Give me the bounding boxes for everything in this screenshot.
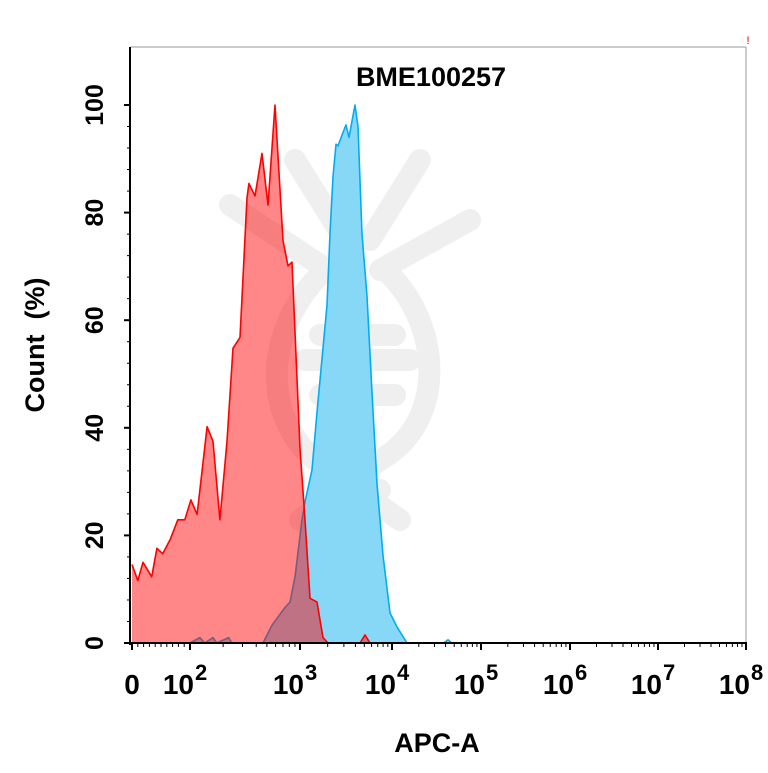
x-tick-label: 10: [454, 669, 485, 700]
x-tick-label: 10: [163, 669, 194, 700]
x-tick-base: 10: [454, 669, 485, 700]
x-tick-base: 10: [163, 669, 194, 700]
x-tick-exponent: 7: [663, 660, 675, 685]
x-tick-base: 0: [124, 669, 140, 700]
x-tick-exponent: 2: [195, 660, 207, 685]
y-tick-label: 80: [81, 199, 109, 227]
x-tick-label: 10: [543, 669, 574, 700]
y-tick-label: 60: [81, 306, 109, 334]
series-1-line: [131, 104, 371, 644]
corner-mark: !: [746, 35, 749, 47]
x-tick-label: 10: [273, 669, 304, 700]
x-tick-base: 10: [631, 669, 662, 700]
x-tick-label: 0: [124, 669, 140, 700]
x-tick-exponent: 5: [486, 660, 498, 685]
x-tick-base: 10: [365, 669, 396, 700]
x-tick-base: 10: [273, 669, 304, 700]
y-tick-label: 20: [81, 521, 109, 549]
series-1-area: [132, 105, 370, 643]
y-tick-label: 100: [81, 84, 109, 126]
y-tick-label: 40: [81, 414, 109, 442]
y-axis-label: Count (%): [20, 278, 50, 413]
x-tick-label: 10: [365, 669, 396, 700]
x-tick-base: 10: [719, 669, 750, 700]
x-axis-label: APC-A: [394, 728, 480, 758]
x-tick-exponent: 3: [305, 660, 317, 685]
x-tick-label: 10: [719, 669, 750, 700]
x-tick-label: 10: [631, 669, 662, 700]
y-tick-label: 0: [81, 636, 109, 650]
x-tick-exponent: 4: [397, 660, 410, 685]
x-tick-exponent: 8: [751, 660, 763, 685]
chart-title: BME100257: [356, 62, 506, 92]
x-tick-exponent: 6: [575, 660, 587, 685]
x-tick-base: 10: [543, 669, 574, 700]
